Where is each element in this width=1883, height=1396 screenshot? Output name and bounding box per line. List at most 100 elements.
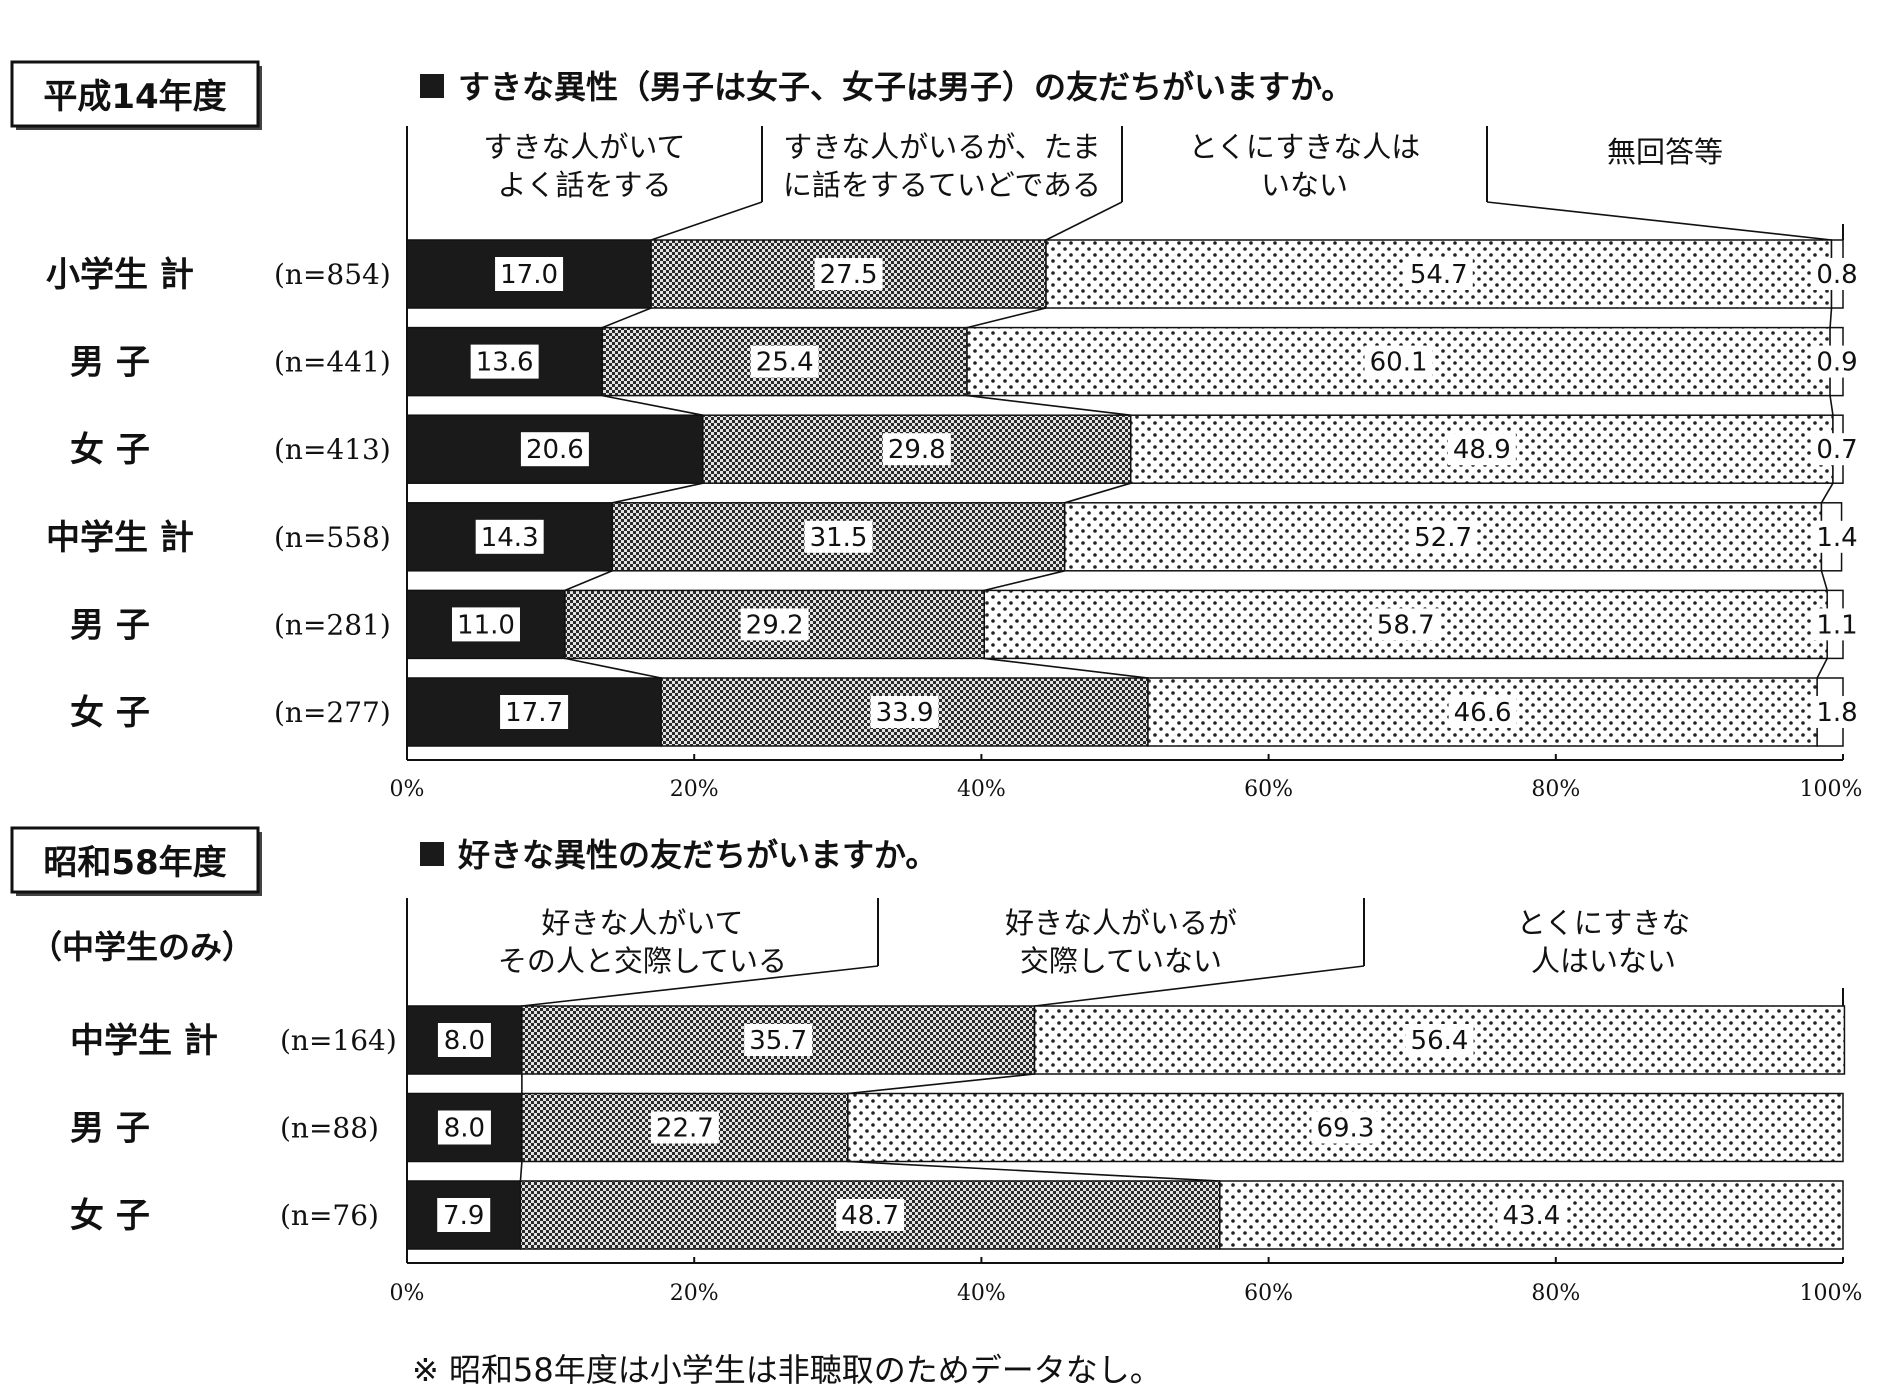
connector-line bbox=[564, 657, 662, 679]
value-label: 52.7 bbox=[1414, 523, 1472, 553]
value-label: 20.6 bbox=[526, 435, 584, 465]
value-label-bg bbox=[495, 257, 564, 291]
value-label: 56.4 bbox=[1411, 1026, 1469, 1056]
value-label: 0.9 bbox=[1816, 348, 1857, 378]
value-label-bg bbox=[1405, 1024, 1474, 1056]
value-label: 1.4 bbox=[1816, 523, 1857, 553]
value-label-bg bbox=[870, 696, 939, 728]
sample-size-label: (n=277) bbox=[274, 696, 391, 729]
value-label-bg bbox=[1371, 608, 1440, 641]
bar-row: 小学生 計 (n=854) 17.0 27.5 54.7 0.8 bbox=[46, 239, 1862, 309]
value-label-bg bbox=[1812, 696, 1862, 728]
sample-size-label: (n=281) bbox=[274, 608, 391, 641]
category-label: 女 子 bbox=[70, 1196, 150, 1236]
legend-label: とくにすきな人は bbox=[1189, 130, 1420, 164]
value-label-bg bbox=[451, 607, 520, 642]
category-label: 男 子 bbox=[70, 1109, 150, 1149]
bar-row: 女 子 (n=76) 7.9 48.7 43.4 bbox=[70, 1180, 1844, 1250]
chart-panel-1: 平成14年度 すきな異性（男子は女子、女子は男子）の友だちがいますか。 すきな人… bbox=[10, 60, 1862, 802]
x-tick-label: 80% bbox=[1531, 1281, 1580, 1306]
x-axis: 0% 20% 40% 60% 80% 100% bbox=[390, 1002, 1863, 1306]
x-tick-label: 20% bbox=[670, 1281, 719, 1306]
legend-connector bbox=[650, 201, 763, 241]
period-label: 昭和58年度 bbox=[43, 843, 226, 883]
legend-label: に話をするていどである bbox=[783, 168, 1101, 202]
category-label: 女 子 bbox=[70, 430, 150, 470]
connector-line bbox=[847, 1073, 1035, 1095]
connector-line bbox=[984, 657, 1149, 679]
x-tick-label: 60% bbox=[1244, 1281, 1293, 1306]
value-label: 25.4 bbox=[756, 348, 814, 378]
x-tick-label: 40% bbox=[957, 777, 1006, 802]
value-label-bg bbox=[804, 520, 873, 553]
legend-label: よく話をする bbox=[497, 168, 671, 202]
value-label: 46.6 bbox=[1454, 698, 1512, 728]
sample-size-label: (n=441) bbox=[274, 346, 391, 379]
connector-line bbox=[966, 307, 1047, 329]
connector-line bbox=[519, 1161, 523, 1182]
value-label: 27.5 bbox=[820, 260, 878, 290]
value-label-bg bbox=[470, 344, 539, 379]
legend-connector bbox=[1034, 965, 1365, 1007]
period-box bbox=[10, 826, 260, 894]
value-label: 0.8 bbox=[1816, 260, 1857, 290]
connector-line bbox=[612, 482, 703, 504]
x-tick-label: 0% bbox=[390, 777, 425, 802]
period-box bbox=[10, 60, 260, 128]
value-label: 60.1 bbox=[1370, 348, 1428, 378]
value-label: 7.9 bbox=[443, 1201, 484, 1231]
value-label: 33.9 bbox=[876, 698, 934, 728]
value-label-bg bbox=[1404, 258, 1473, 290]
connector-line bbox=[1829, 307, 1833, 328]
legend-connector bbox=[1486, 201, 1832, 241]
value-label-bg bbox=[1812, 520, 1862, 553]
leader-lines bbox=[564, 201, 1834, 679]
category-label: 小学生 計 bbox=[46, 255, 194, 295]
title-square-icon bbox=[420, 74, 444, 98]
value-label-bg bbox=[437, 1023, 491, 1057]
connector-line bbox=[601, 307, 652, 329]
x-tick-label: 60% bbox=[1244, 777, 1293, 802]
sample-size-label: (n=558) bbox=[274, 521, 391, 554]
value-label-bg bbox=[1812, 258, 1862, 290]
sample-size-label: (n=88) bbox=[280, 1112, 379, 1145]
legend-label: いない bbox=[1261, 168, 1348, 202]
legend-label: 交際していない bbox=[1020, 944, 1222, 978]
value-label: 1.1 bbox=[1816, 610, 1857, 640]
bar-row: 女 子 (n=277) 17.7 33.9 46.6 1.8 bbox=[70, 677, 1862, 747]
leader-lines bbox=[519, 965, 1365, 1182]
connector-line bbox=[564, 570, 613, 592]
x-axis: 0% 20% 40% 60% 80% 100% bbox=[390, 236, 1862, 802]
sample-size-label: (n=413) bbox=[274, 433, 391, 466]
category-label: 中学生 計 bbox=[70, 1021, 218, 1061]
value-label-bg bbox=[750, 345, 819, 378]
value-label: 29.2 bbox=[746, 610, 804, 640]
legend-label: すきな人がいて bbox=[483, 130, 685, 164]
chart-panel-2: 昭和58年度 （中学生のみ） 好きな異性の友だちがいますか。 好きな人がいてその… bbox=[10, 826, 1863, 1306]
value-label-bg bbox=[1497, 1199, 1566, 1231]
value-label: 48.9 bbox=[1453, 435, 1511, 465]
value-label-bg bbox=[1448, 696, 1517, 728]
value-label: 22.7 bbox=[656, 1114, 714, 1144]
bar-row: 女 子 (n=413) 20.6 29.8 48.9 0.7 bbox=[70, 414, 1862, 484]
value-label-bg bbox=[1812, 608, 1862, 641]
value-label: 1.8 bbox=[1816, 698, 1857, 728]
bar-row: 中学生 計 (n=558) 14.3 31.5 52.7 1.4 bbox=[46, 502, 1862, 572]
connector-line bbox=[1816, 658, 1828, 679]
x-tick-label: 100% bbox=[1800, 1281, 1863, 1306]
value-label: 43.4 bbox=[1502, 1201, 1560, 1231]
x-tick-label: 80% bbox=[1531, 777, 1580, 802]
connector-line bbox=[984, 570, 1065, 592]
value-label: 58.7 bbox=[1377, 610, 1435, 640]
connector-line bbox=[847, 1160, 1220, 1182]
value-label-bg bbox=[1311, 1111, 1380, 1144]
bar-segment bbox=[601, 326, 968, 397]
chart-title: すきな異性（男子は女子、女子は男子）の友だちがいますか。 bbox=[458, 68, 1353, 106]
value-label: 69.3 bbox=[1316, 1114, 1374, 1144]
value-label-bg bbox=[475, 519, 544, 554]
legend-label: すきな人がいるが、たま bbox=[783, 130, 1101, 164]
value-label-bg bbox=[1364, 345, 1433, 378]
